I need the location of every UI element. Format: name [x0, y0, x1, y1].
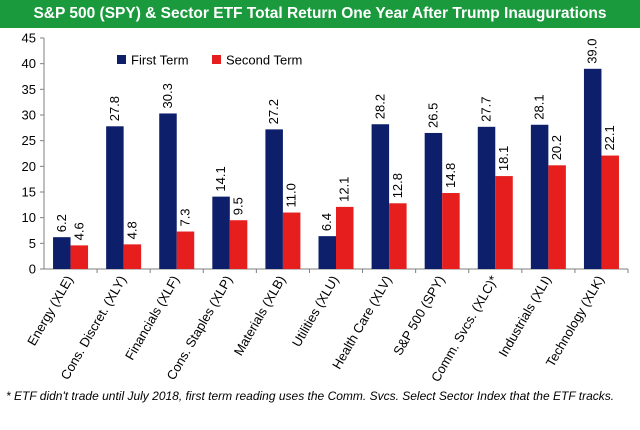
first-term-bar	[212, 196, 230, 269]
first-term-bar	[159, 113, 177, 270]
legend-label-second-term: Second Term	[226, 53, 302, 68]
second-term-value-label: 14.8	[443, 163, 458, 188]
first-term-bar	[53, 237, 71, 269]
first-term-bar	[477, 126, 496, 269]
y-tick-label: 40	[22, 56, 36, 71]
legend: First Term Second Term	[117, 53, 302, 68]
second-term-value-label: 9.5	[231, 197, 246, 215]
second-term-bar	[176, 231, 195, 269]
second-term-bar	[548, 165, 566, 269]
second-term-value-label: 7.3	[177, 208, 192, 226]
second-term-bar	[336, 206, 354, 269]
first-term-bar	[583, 68, 602, 269]
y-axis: 0 5 10 15 20 25 30 35 40 45	[22, 31, 629, 277]
first-term-value-label: 27.7	[479, 96, 494, 121]
first-term-bar	[530, 124, 549, 270]
y-tick-label: 20	[22, 159, 36, 174]
x-category-label: Health Care (XLV)	[329, 273, 395, 372]
first-term-value-label: 27.8	[107, 96, 122, 121]
x-category-label: S&P 500 (SPY)	[390, 273, 448, 358]
second-term-value-label: 18.1	[496, 146, 511, 171]
first-term-value-label: 28.1	[532, 94, 547, 119]
second-term-value-label: 12.1	[337, 177, 352, 202]
y-tick-label: 25	[22, 133, 36, 148]
legend-label-first-term: First Term	[131, 53, 189, 68]
x-category-label: Utilities (XLU)	[289, 273, 342, 349]
second-term-bar	[229, 220, 248, 269]
y-tick-label: 35	[22, 82, 36, 97]
second-term-bar	[495, 176, 513, 269]
second-term-value-label: 20.2	[549, 135, 564, 160]
x-axis-labels: Energy (XLE)Cons. Discret. (XLY)Financia…	[24, 273, 607, 384]
y-tick-label: 5	[29, 236, 36, 251]
first-term-value-label: 6.4	[319, 213, 334, 231]
y-tick-label: 0	[29, 262, 36, 277]
x-category-label: Technology (XLK)	[543, 273, 607, 369]
second-term-bar	[282, 212, 301, 269]
first-term-value-label: 14.1	[213, 166, 228, 191]
bar-value-labels: 6.2 4.627.84.830.37.314.19.527.211.06.412…	[54, 38, 617, 240]
first-term-bar	[106, 126, 124, 269]
y-tick-label: 10	[22, 210, 36, 225]
bars	[53, 68, 619, 270]
second-term-bar	[123, 244, 142, 269]
y-tick-label: 30	[22, 108, 36, 123]
x-category-label: Materials (XLB)	[231, 273, 289, 358]
second-term-bar	[70, 245, 89, 269]
legend-swatch-second-term	[212, 55, 221, 64]
first-term-value-label: 27.2	[266, 99, 281, 124]
first-term-value-label: 28.2	[372, 94, 387, 119]
second-term-value-label: 22.1	[602, 125, 617, 150]
second-term-bar	[442, 193, 460, 269]
first-term-bar	[424, 132, 443, 269]
y-tick-label: 15	[22, 185, 36, 200]
first-term-bar	[318, 236, 336, 269]
y-tick-label: 45	[22, 31, 36, 46]
first-term-value-label: 39.0	[585, 38, 600, 63]
second-term-bar	[389, 203, 407, 269]
second-term-value-label: 4.8	[124, 221, 139, 239]
first-term-bar	[265, 129, 283, 269]
first-term-value-label: 30.3	[160, 83, 175, 108]
bar-chart: 0 5 10 15 20 25 30 35 40 45 6.2 4.6 27.8 4.8 30.3 7.3 1…	[22, 31, 629, 384]
first-term-value-label: 26.5	[425, 103, 440, 128]
x-category-label: Financials (XLF)	[122, 273, 182, 362]
second-term-value-label: 4.6	[71, 222, 86, 240]
x-category-label: Industrials (XLI)	[495, 273, 554, 359]
x-category-label: Energy (XLE)	[24, 273, 76, 348]
second-term-value-label: 12.8	[390, 173, 405, 198]
first-term-value-label: 6.2	[54, 214, 69, 232]
legend-swatch-first-term	[117, 55, 126, 64]
second-term-bar	[601, 155, 619, 269]
first-term-bar	[371, 124, 390, 270]
chart-title-banner: S&P 500 (SPY) & Sector ETF Total Return …	[0, 0, 640, 28]
footnote: * ETF didn't trade until July 2018, firs…	[6, 389, 615, 403]
second-term-value-label: 11.0	[284, 183, 299, 207]
